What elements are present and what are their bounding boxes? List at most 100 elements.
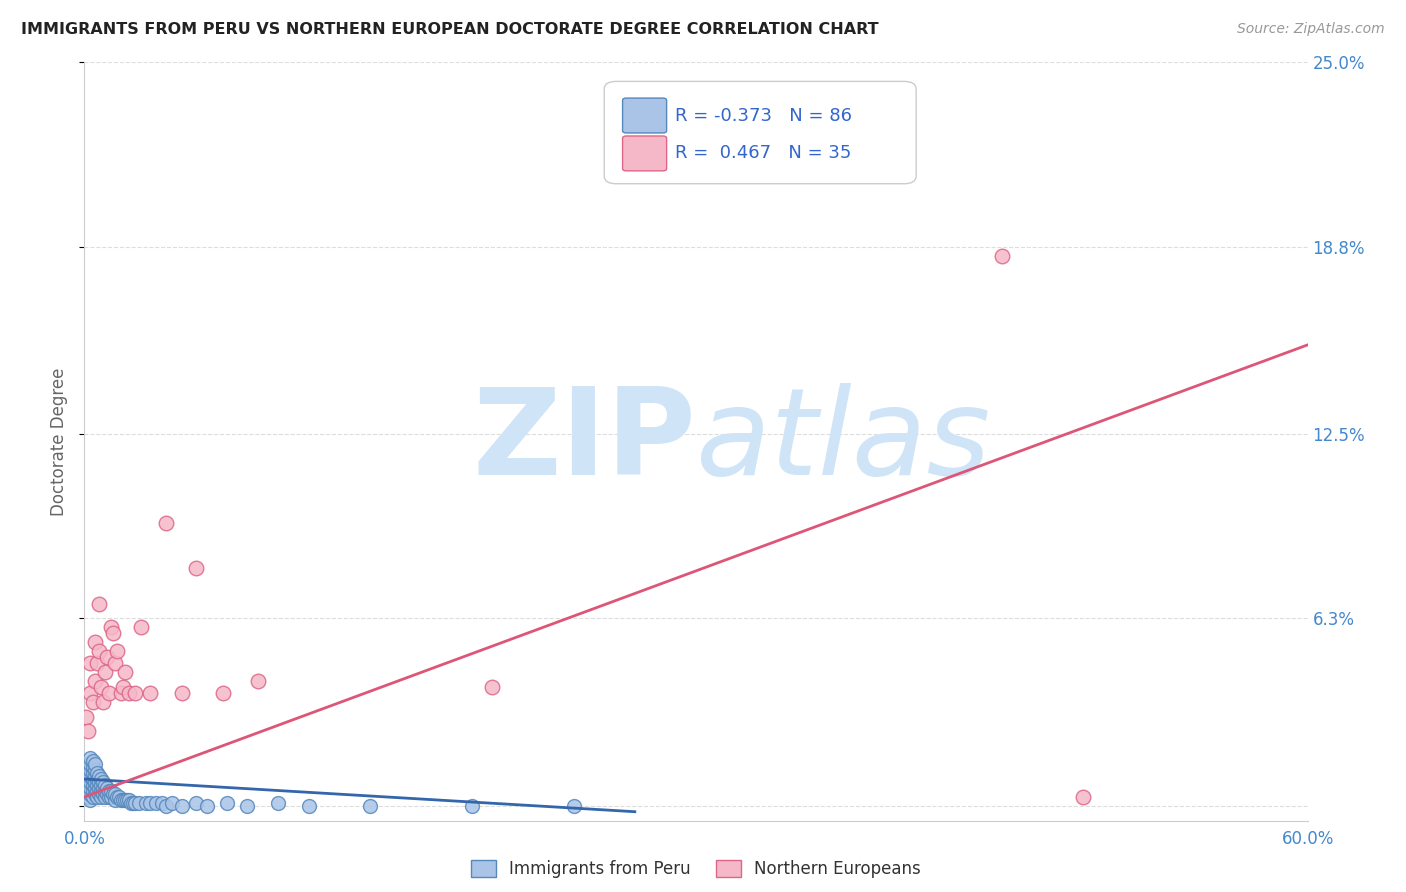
Point bbox=[87, 597, 110, 611]
Point bbox=[267, 796, 290, 810]
Point bbox=[79, 780, 101, 795]
Point bbox=[145, 796, 167, 810]
Point bbox=[79, 769, 101, 783]
Point bbox=[217, 796, 239, 810]
Point bbox=[83, 769, 105, 783]
Point bbox=[79, 763, 101, 777]
Point bbox=[104, 656, 127, 670]
Point bbox=[93, 778, 115, 792]
Point bbox=[83, 775, 105, 789]
Point bbox=[79, 751, 101, 765]
Point bbox=[93, 789, 115, 804]
Point bbox=[1073, 789, 1095, 804]
Point bbox=[212, 686, 235, 700]
Point bbox=[79, 775, 101, 789]
Point bbox=[79, 656, 101, 670]
Point bbox=[82, 778, 104, 792]
Point bbox=[172, 686, 194, 700]
Point bbox=[105, 644, 128, 658]
Point bbox=[104, 787, 127, 801]
Point bbox=[195, 798, 218, 813]
Point bbox=[87, 787, 110, 801]
Point bbox=[79, 793, 101, 807]
Point bbox=[108, 789, 131, 804]
Point bbox=[82, 789, 104, 804]
Point bbox=[120, 796, 142, 810]
Point bbox=[75, 784, 97, 798]
Point bbox=[138, 686, 160, 700]
Point bbox=[246, 673, 269, 688]
Point bbox=[359, 798, 381, 813]
Point bbox=[110, 686, 132, 700]
Point bbox=[90, 789, 112, 804]
Point bbox=[87, 775, 110, 789]
Point bbox=[160, 796, 183, 810]
Point bbox=[97, 789, 120, 804]
Point bbox=[90, 784, 112, 798]
Point bbox=[82, 695, 104, 709]
Text: R = -0.373   N = 86: R = -0.373 N = 86 bbox=[675, 106, 852, 125]
Point bbox=[96, 650, 118, 665]
Point bbox=[82, 772, 104, 786]
Point bbox=[82, 760, 104, 774]
Point bbox=[97, 686, 120, 700]
Text: ZIP: ZIP bbox=[472, 383, 696, 500]
Point bbox=[93, 665, 115, 679]
Point bbox=[86, 789, 108, 804]
Point bbox=[96, 787, 118, 801]
Point bbox=[155, 798, 177, 813]
Point bbox=[86, 772, 108, 786]
Point bbox=[118, 793, 141, 807]
Point bbox=[75, 775, 97, 789]
Point bbox=[82, 784, 104, 798]
Point bbox=[135, 796, 157, 810]
Point bbox=[83, 673, 105, 688]
Point bbox=[100, 789, 122, 804]
Text: Source: ZipAtlas.com: Source: ZipAtlas.com bbox=[1237, 22, 1385, 37]
Point bbox=[112, 793, 135, 807]
Point bbox=[90, 778, 112, 792]
Point bbox=[90, 680, 112, 694]
Point bbox=[86, 784, 108, 798]
Point bbox=[77, 775, 100, 789]
Point bbox=[155, 516, 177, 531]
Point bbox=[79, 787, 101, 801]
Point bbox=[186, 561, 208, 575]
Point bbox=[124, 796, 146, 810]
Point bbox=[87, 769, 110, 783]
Point bbox=[77, 724, 100, 739]
Point bbox=[83, 757, 105, 772]
Point bbox=[114, 793, 136, 807]
Point bbox=[91, 787, 114, 801]
Point bbox=[101, 787, 124, 801]
Point bbox=[77, 757, 100, 772]
Point bbox=[75, 709, 97, 723]
Point bbox=[87, 644, 110, 658]
Point bbox=[562, 798, 585, 813]
Y-axis label: Doctorate Degree: Doctorate Degree bbox=[51, 368, 69, 516]
Point bbox=[87, 780, 110, 795]
Point bbox=[79, 686, 101, 700]
Point bbox=[86, 778, 108, 792]
Point bbox=[118, 686, 141, 700]
Point bbox=[104, 793, 127, 807]
Point bbox=[77, 780, 100, 795]
Point bbox=[97, 784, 120, 798]
Text: IMMIGRANTS FROM PERU VS NORTHERN EUROPEAN DOCTORATE DEGREE CORRELATION CHART: IMMIGRANTS FROM PERU VS NORTHERN EUROPEA… bbox=[21, 22, 879, 37]
Point bbox=[75, 769, 97, 783]
Legend: Immigrants from Peru, Northern Europeans: Immigrants from Peru, Northern Europeans bbox=[464, 853, 928, 884]
Point bbox=[115, 793, 138, 807]
Point bbox=[83, 780, 105, 795]
Point bbox=[101, 626, 124, 640]
Point bbox=[93, 784, 115, 798]
Point bbox=[236, 798, 259, 813]
Text: R =  0.467   N = 35: R = 0.467 N = 35 bbox=[675, 145, 852, 162]
Point bbox=[82, 766, 104, 780]
Point bbox=[298, 798, 321, 813]
Point bbox=[105, 789, 128, 804]
Point bbox=[991, 249, 1014, 263]
Point bbox=[172, 798, 194, 813]
Point bbox=[150, 796, 173, 810]
Point bbox=[100, 620, 122, 634]
FancyBboxPatch shape bbox=[623, 136, 666, 171]
